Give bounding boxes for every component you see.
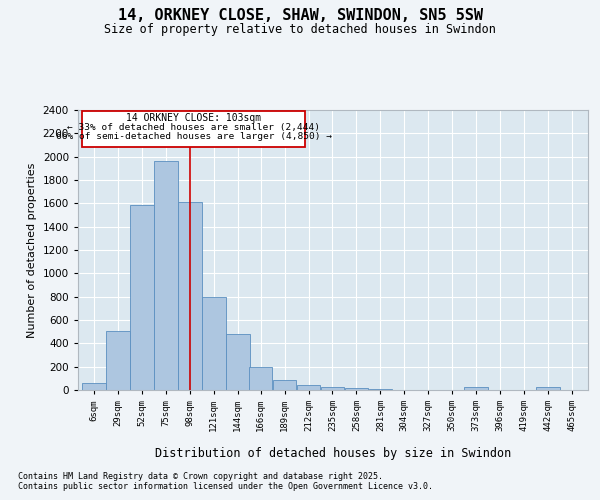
- Bar: [226, 334, 250, 390]
- Text: Contains public sector information licensed under the Open Government Licence v3: Contains public sector information licen…: [18, 482, 433, 491]
- Text: ← 33% of detached houses are smaller (2,444): ← 33% of detached houses are smaller (2,…: [67, 123, 320, 132]
- Bar: [368, 389, 392, 390]
- Bar: [273, 380, 296, 390]
- Text: 14 ORKNEY CLOSE: 103sqm: 14 ORKNEY CLOSE: 103sqm: [126, 113, 261, 123]
- Bar: [344, 388, 368, 390]
- Bar: [106, 330, 130, 390]
- Text: Contains HM Land Registry data © Crown copyright and database right 2025.: Contains HM Land Registry data © Crown c…: [18, 472, 383, 481]
- Bar: [178, 202, 202, 390]
- Bar: [297, 385, 320, 390]
- Text: Size of property relative to detached houses in Swindon: Size of property relative to detached ho…: [104, 22, 496, 36]
- Bar: [130, 204, 154, 390]
- FancyBboxPatch shape: [82, 111, 305, 148]
- Bar: [320, 386, 344, 390]
- Bar: [536, 386, 560, 390]
- Bar: [464, 387, 488, 390]
- Text: Distribution of detached houses by size in Swindon: Distribution of detached houses by size …: [155, 448, 511, 460]
- Text: 14, ORKNEY CLOSE, SHAW, SWINDON, SN5 5SW: 14, ORKNEY CLOSE, SHAW, SWINDON, SN5 5SW: [118, 8, 482, 22]
- Bar: [202, 296, 226, 390]
- Bar: [154, 162, 178, 390]
- Y-axis label: Number of detached properties: Number of detached properties: [27, 162, 37, 338]
- Bar: [249, 366, 272, 390]
- Text: 66% of semi-detached houses are larger (4,850) →: 66% of semi-detached houses are larger (…: [56, 132, 332, 140]
- Bar: [82, 383, 106, 390]
